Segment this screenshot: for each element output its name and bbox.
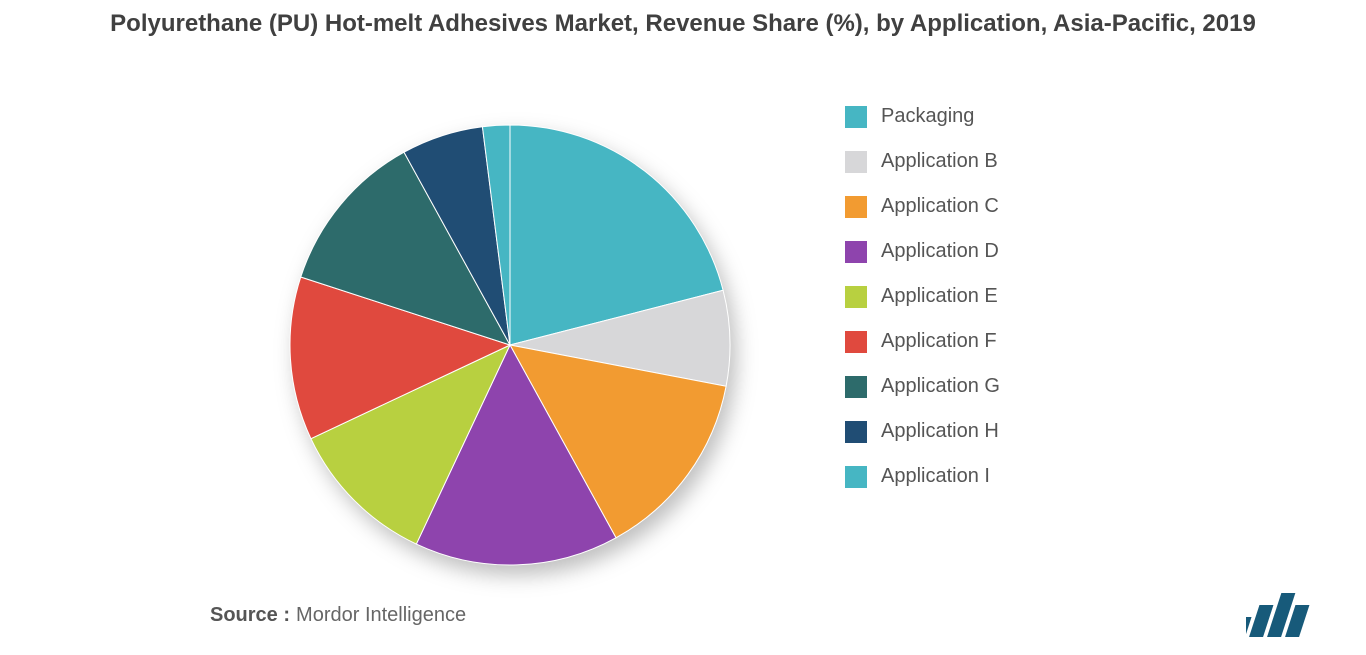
legend-label: Application E xyxy=(881,285,998,308)
legend-swatch-icon xyxy=(845,331,867,353)
legend-item: Packaging xyxy=(845,105,1000,128)
legend-swatch-icon xyxy=(845,466,867,488)
legend-swatch-icon xyxy=(845,421,867,443)
legend-item: Application I xyxy=(845,465,1000,488)
source-value: Mordor Intelligence xyxy=(296,604,466,627)
legend-label: Application F xyxy=(881,330,997,353)
legend-label: Packaging xyxy=(881,105,974,128)
legend-swatch-icon xyxy=(845,106,867,128)
legend-item: Application H xyxy=(845,420,1000,443)
chart-container: Polyurethane (PU) Hot-melt Adhesives Mar… xyxy=(0,0,1366,655)
source-label: Source : xyxy=(210,604,290,627)
legend-item: Application D xyxy=(845,240,1000,263)
legend-swatch-icon xyxy=(845,376,867,398)
pie-chart xyxy=(260,95,760,595)
legend-label: Application B xyxy=(881,150,998,173)
legend-swatch-icon xyxy=(845,151,867,173)
legend-swatch-icon xyxy=(845,196,867,218)
legend-label: Application I xyxy=(881,465,990,488)
legend-swatch-icon xyxy=(845,286,867,308)
legend-item: Application B xyxy=(845,150,1000,173)
mordor-logo-icon xyxy=(1246,591,1326,637)
legend-swatch-icon xyxy=(845,241,867,263)
legend-item: Application F xyxy=(845,330,1000,353)
legend-label: Application H xyxy=(881,420,999,443)
logo-svg xyxy=(1246,591,1326,637)
legend-item: Application E xyxy=(845,285,1000,308)
chart-title: Polyurethane (PU) Hot-melt Adhesives Mar… xyxy=(0,8,1366,39)
legend-item: Application C xyxy=(845,195,1000,218)
legend-label: Application D xyxy=(881,240,999,263)
source-line: Source : Mordor Intelligence xyxy=(210,604,466,627)
legend-label: Application G xyxy=(881,375,1000,398)
legend: Packaging Application B Application C Appli… xyxy=(845,105,1000,488)
pie-svg xyxy=(260,95,760,595)
legend-item: Application G xyxy=(845,375,1000,398)
legend-label: Application C xyxy=(881,195,999,218)
